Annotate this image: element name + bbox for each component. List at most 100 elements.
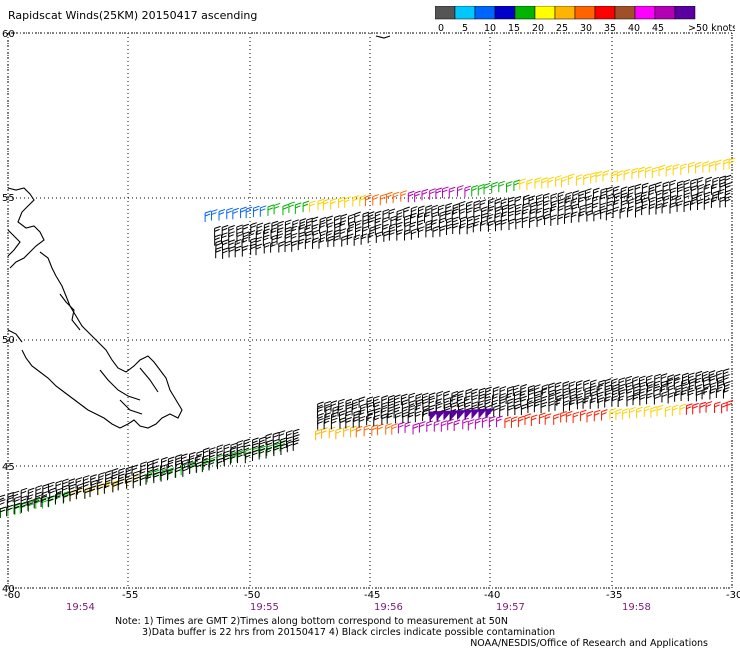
wind-barb bbox=[648, 203, 656, 215]
lat-tick-label: 45 bbox=[2, 462, 15, 473]
wind-barb bbox=[687, 389, 695, 402]
legend-label: 0 bbox=[438, 23, 444, 34]
wind-barb bbox=[343, 425, 350, 438]
wind-barb bbox=[218, 209, 226, 221]
wind-barb bbox=[447, 418, 454, 431]
wind-barb bbox=[430, 219, 438, 231]
wind-barb bbox=[655, 181, 662, 194]
wind-barb bbox=[618, 377, 626, 389]
wind-barb bbox=[715, 386, 723, 399]
wind-barb bbox=[544, 413, 552, 425]
wind-barb bbox=[344, 196, 351, 208]
wind-barb bbox=[622, 408, 629, 420]
wind-barb bbox=[436, 390, 444, 403]
wind-barb bbox=[309, 200, 316, 212]
wind-barb bbox=[544, 213, 551, 225]
wind-barb bbox=[609, 408, 617, 420]
wind-barb bbox=[27, 500, 35, 512]
wind-barb bbox=[514, 209, 522, 222]
wind-barb bbox=[241, 236, 249, 249]
wind-barb bbox=[223, 454, 231, 467]
wind-barb bbox=[611, 378, 618, 390]
wind-barb bbox=[493, 404, 500, 417]
wind-barb bbox=[557, 191, 565, 203]
wind-barb bbox=[712, 176, 720, 189]
wind-barb bbox=[585, 202, 593, 215]
wind-barb bbox=[388, 208, 396, 220]
wind-barb bbox=[234, 245, 242, 258]
wind-barb bbox=[439, 225, 447, 237]
wind-barb bbox=[674, 390, 681, 402]
wind-barb bbox=[655, 196, 663, 209]
wind-barb bbox=[557, 213, 565, 226]
wind-barb bbox=[466, 222, 474, 235]
wind-barb bbox=[696, 176, 704, 189]
wind-barb bbox=[673, 378, 681, 390]
wind-barb bbox=[13, 502, 21, 515]
wind-barb bbox=[131, 464, 139, 476]
wind-barb bbox=[528, 195, 536, 207]
wind-barb bbox=[466, 215, 474, 228]
wind-barb bbox=[534, 177, 542, 189]
wind-barb bbox=[258, 447, 266, 460]
wind-barb bbox=[452, 222, 459, 235]
wind-barb bbox=[382, 223, 389, 236]
wind-barb bbox=[69, 483, 76, 496]
legend-swatch bbox=[614, 6, 636, 20]
wind-barb bbox=[333, 235, 340, 247]
wind-barb bbox=[267, 204, 275, 216]
wind-barb bbox=[665, 165, 673, 177]
wind-barb bbox=[445, 202, 452, 215]
wind-barb bbox=[381, 395, 388, 407]
wind-barb bbox=[638, 166, 645, 179]
wind-barb bbox=[593, 409, 601, 422]
lat-lon-grid bbox=[7, 32, 733, 589]
wind-barb bbox=[562, 400, 570, 412]
wind-barb bbox=[646, 374, 653, 387]
legend-label: 30 bbox=[580, 23, 592, 34]
wind-barb bbox=[548, 382, 555, 394]
wind-barb bbox=[429, 188, 436, 200]
lon-tick-label: -55 bbox=[122, 590, 138, 601]
wind-barb bbox=[550, 200, 558, 212]
wind-barb bbox=[536, 215, 544, 227]
wind-barb bbox=[505, 392, 513, 405]
wind-barb bbox=[579, 204, 587, 216]
wind-barb bbox=[565, 410, 573, 423]
wind-barb bbox=[508, 210, 515, 223]
wind-barb bbox=[579, 409, 587, 422]
legend-swatch bbox=[554, 6, 576, 20]
wind-barb bbox=[132, 476, 140, 489]
wind-barb bbox=[251, 449, 259, 461]
wind-barb bbox=[653, 393, 661, 405]
wind-barb bbox=[471, 394, 479, 406]
wind-barb bbox=[705, 401, 713, 413]
wind-barb bbox=[575, 174, 583, 186]
wind-barb bbox=[500, 218, 508, 231]
wind-barb bbox=[410, 206, 418, 218]
wind-barb bbox=[708, 161, 716, 173]
wind-barb bbox=[182, 465, 189, 477]
wind-barb bbox=[426, 420, 433, 432]
wind-barb bbox=[139, 474, 147, 486]
wind-barb bbox=[189, 462, 196, 474]
wind-barb bbox=[345, 410, 352, 422]
wind-barb bbox=[403, 206, 410, 218]
wind-barb bbox=[708, 370, 716, 382]
wind-barb bbox=[513, 179, 521, 192]
wind-barb bbox=[450, 410, 460, 421]
wind-barb bbox=[576, 380, 583, 392]
wind-barb bbox=[555, 175, 562, 187]
wind-barb bbox=[654, 373, 661, 386]
wind-barb bbox=[604, 384, 612, 397]
wind-barb bbox=[570, 197, 578, 210]
wind-barb bbox=[589, 385, 597, 397]
wind-barb bbox=[255, 243, 263, 256]
wind-barb bbox=[353, 410, 361, 422]
wind-barb bbox=[324, 412, 331, 424]
wind-barb bbox=[535, 207, 543, 220]
wind-barb bbox=[242, 231, 250, 243]
wind-barb bbox=[472, 220, 480, 233]
wind-barb bbox=[377, 423, 384, 436]
wind-barb bbox=[214, 234, 221, 246]
